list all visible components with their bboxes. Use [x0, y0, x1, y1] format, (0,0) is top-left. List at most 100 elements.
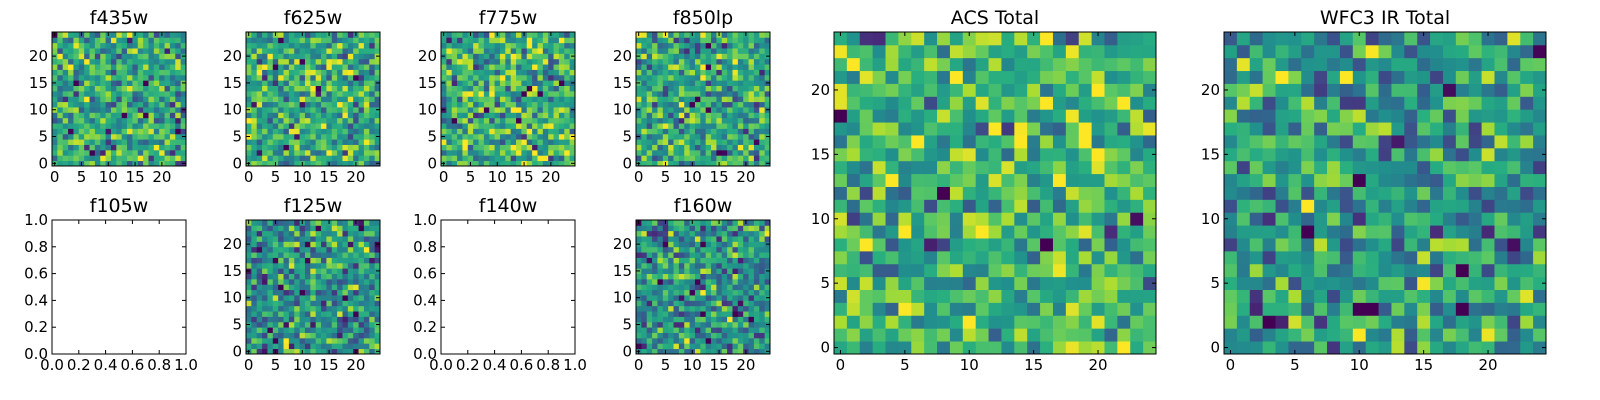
- heatmap-pixel: [57, 74, 64, 81]
- heatmap-pixel: [153, 107, 160, 113]
- heatmap-pixel: [662, 305, 669, 312]
- heatmap-pixel: [473, 48, 479, 54]
- heatmap-pixel: [694, 311, 701, 317]
- heatmap-pixel: [132, 80, 139, 86]
- heatmap-pixel: [678, 64, 685, 70]
- heatmap-pixel: [569, 58, 576, 65]
- heatmap-pixel: [673, 327, 680, 333]
- heatmap-pixel: [711, 273, 717, 280]
- heatmap-pixel: [689, 53, 696, 60]
- heatmap-pixel: [467, 144, 474, 151]
- heatmap-pixel: [1078, 250, 1092, 265]
- x-tick-label: 10: [683, 168, 702, 186]
- heatmap-pixel: [462, 90, 469, 97]
- heatmap-pixel: [148, 53, 155, 60]
- heatmap-pixel: [467, 123, 474, 129]
- heatmap-pixel: [321, 139, 327, 145]
- heatmap-pixel: [1430, 276, 1444, 290]
- heatmap-pixel: [127, 74, 133, 81]
- heatmap-pixel: [1455, 212, 1470, 226]
- heatmap-pixel: [962, 147, 977, 162]
- heatmap-pixel: [711, 58, 717, 65]
- heatmap-pixel: [310, 332, 317, 339]
- heatmap-pixel: [267, 262, 274, 269]
- heatmap-pixel: [84, 32, 90, 38]
- heatmap-pixel: [694, 64, 701, 70]
- heatmap-pixel: [105, 80, 112, 86]
- heatmap-pixel: [748, 305, 755, 312]
- heatmap-pixel: [859, 238, 874, 252]
- heatmap-pixel: [246, 90, 252, 97]
- heatmap-pixel: [299, 225, 306, 232]
- heatmap-pixel: [759, 316, 766, 323]
- heatmap-pixel: [834, 289, 848, 303]
- heatmap-pixel: [288, 85, 295, 92]
- heatmap-pixel: [558, 69, 565, 76]
- heatmap-pixel: [121, 96, 128, 103]
- heatmap-pixel: [337, 101, 343, 108]
- heatmap-pixel: [473, 96, 479, 103]
- heatmap-pixel: [636, 332, 642, 339]
- heatmap-pixel: [337, 37, 343, 44]
- heatmap-pixel: [251, 225, 258, 232]
- heatmap-pixel: [1104, 109, 1118, 123]
- heatmap-pixel: [1314, 341, 1328, 355]
- heatmap-pixel: [1352, 212, 1367, 226]
- heatmap-pixel: [137, 112, 144, 119]
- heatmap-pixel: [711, 305, 717, 312]
- heatmap-pixel: [256, 316, 263, 323]
- heatmap-pixel: [859, 302, 874, 316]
- heatmap-pixel: [473, 133, 479, 140]
- heatmap-pixel: [326, 230, 333, 237]
- heatmap-pixel: [148, 112, 155, 119]
- heatmap-pixel: [748, 246, 755, 253]
- heatmap-pixel: [564, 155, 571, 162]
- heatmap-pixel: [283, 316, 290, 323]
- heatmap-pixel: [764, 155, 771, 162]
- heatmap-pixel: [288, 337, 295, 344]
- heatmap-pixel: [246, 139, 252, 145]
- heatmap-pixel: [526, 64, 533, 70]
- heatmap-pixel: [1001, 263, 1015, 278]
- heatmap-pixel: [1417, 341, 1431, 355]
- heatmap-pixel: [684, 236, 690, 242]
- x-tick-label: 5: [900, 356, 910, 374]
- heatmap-pixel: [662, 53, 669, 60]
- heatmap-pixel: [1417, 250, 1431, 265]
- heatmap-pixel: [326, 321, 333, 328]
- heatmap-pixel: [564, 144, 571, 151]
- heatmap-pixel: [727, 112, 733, 119]
- heatmap-pixel: [662, 236, 669, 242]
- heatmap-pixel: [294, 273, 300, 280]
- heatmap-pixel: [700, 316, 707, 323]
- heatmap-pixel: [1417, 199, 1431, 213]
- heatmap-pixel: [251, 241, 258, 248]
- heatmap-pixel: [105, 53, 112, 60]
- heatmap-pixel: [1001, 96, 1015, 110]
- heatmap-pixel: [1404, 276, 1418, 290]
- heatmap-pixel: [94, 155, 101, 162]
- heatmap-pixel: [1027, 147, 1041, 162]
- heatmap-pixel: [1249, 263, 1264, 278]
- heatmap-pixel: [116, 117, 123, 124]
- heatmap-pixel: [358, 107, 365, 113]
- heatmap-pixel: [467, 69, 474, 76]
- heatmap-pixel: [89, 58, 96, 65]
- heatmap-pixel: [748, 69, 755, 76]
- heatmap-pixel: [834, 160, 848, 175]
- heatmap-pixel: [100, 128, 106, 135]
- heatmap-pixel: [748, 74, 755, 81]
- heatmap-pixel: [748, 236, 755, 242]
- heatmap-pixel: [89, 144, 96, 151]
- heatmap-pixel: [278, 149, 284, 156]
- heatmap-pixel: [834, 70, 848, 84]
- heatmap-pixel: [1417, 315, 1431, 329]
- heatmap-pixel: [1014, 173, 1028, 187]
- heatmap-pixel: [646, 230, 653, 237]
- heatmap-pixel: [636, 69, 642, 76]
- heatmap-pixel: [1001, 225, 1015, 239]
- heatmap-pixel: [846, 83, 861, 97]
- heatmap-pixel: [962, 250, 977, 265]
- heatmap-pixel: [721, 305, 728, 312]
- heatmap-pixel: [636, 300, 642, 307]
